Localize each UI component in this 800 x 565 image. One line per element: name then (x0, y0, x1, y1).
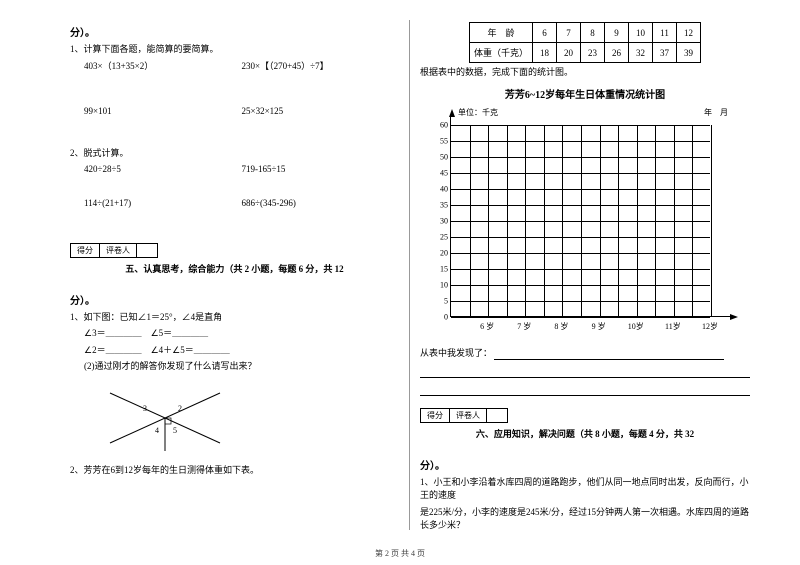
chart: 单位：千克 年 月 605550454035302520151050 6 岁7 … (420, 103, 750, 343)
q1a: 403×（13+35×2） (84, 60, 242, 74)
y-tick-label: 35 (420, 200, 448, 209)
grader-cell: 评卷人 (450, 409, 487, 422)
y-tick-label: 10 (420, 280, 448, 289)
y-tick-label: 55 (420, 136, 448, 145)
x-tick-label: 10岁 (628, 321, 644, 332)
table-cell: 23 (581, 43, 605, 63)
angle-b: ∠2＝＿＿＿＿ ∠4＋∠5＝＿＿＿＿ (84, 344, 399, 358)
table-cell: 12 (677, 23, 701, 43)
table-note: 根据表中的数据，完成下面的统计图。 (420, 66, 750, 80)
q2d: 686÷(345-296) (242, 197, 400, 211)
found-label: 从表中我发现了： (420, 347, 750, 361)
table-cell: 体重（千克） (469, 43, 532, 63)
x-arrow-icon (730, 314, 738, 320)
q1b: 230×【（270+45）÷7】 (242, 60, 400, 74)
table-cell: 9 (605, 23, 629, 43)
q-table: 2、芳芳在6到12岁每年的生日测得体重如下表。 (70, 464, 399, 478)
angle-diagram: 3 2 4 5 (100, 383, 230, 453)
q1c: 99×101 (84, 105, 242, 119)
q2c: 114÷(21+17) (84, 197, 242, 211)
angle-c: (2)通过刚才的解答你发现了什么请写出来？ (84, 360, 399, 374)
chart-grid (450, 117, 730, 317)
q2: 2、脱式计算。 (70, 147, 399, 161)
answer-line-1 (420, 364, 750, 378)
x-tick-label: 7 岁 (517, 321, 531, 332)
angle-label-4: 4 (155, 426, 159, 435)
chart-title: 芳芳6~12岁每年生日体重情况统计图 (420, 86, 750, 101)
wp1a: 1、小王和小李沿着水库四周的道路跑步，他们从同一地点同时出发，反向而行，小王的速… (420, 476, 750, 503)
section5-suffix: 分）。 (70, 292, 399, 307)
table-cell: 37 (653, 43, 677, 63)
y-tick-label: 30 (420, 216, 448, 225)
y-tick-label: 40 (420, 184, 448, 193)
score-blank (487, 409, 507, 422)
x-tick-label: 8 岁 (554, 321, 568, 332)
angle-a: ∠3＝＿＿＿＿ ∠5＝＿＿＿＿ (84, 327, 399, 341)
q2a: 420÷28÷5 (84, 163, 242, 177)
y-tick-label: 45 (420, 168, 448, 177)
q1: 1、计算下面各题，能简算的要简算。 (70, 43, 399, 57)
y-tick-label: 20 (420, 248, 448, 257)
x-tick-label: 9 岁 (592, 321, 606, 332)
table-cell: 26 (605, 43, 629, 63)
q2b: 719-165÷15 (242, 163, 400, 177)
weight-table: 年 龄6789101112 体重（千克）18202326323739 (469, 22, 701, 63)
table-cell: 10 (629, 23, 653, 43)
y-tick-label: 25 (420, 232, 448, 241)
page-footer: 第 2 页 共 4 页 (0, 548, 800, 559)
table-cell: 8 (581, 23, 605, 43)
table-cell: 6 (533, 23, 557, 43)
grader-cell: 评卷人 (100, 244, 137, 257)
angle-label-5: 5 (173, 426, 177, 435)
q2-row2: 114÷(21+17) 686÷(345-296) (84, 197, 399, 211)
q1d: 25×32×125 (242, 105, 400, 119)
answer-line-2 (420, 382, 750, 396)
score-box-5: 得分 评卷人 (70, 243, 158, 258)
y-tick-label: 5 (420, 296, 448, 305)
x-tick-label: 12岁 (702, 321, 718, 332)
angle-label-3: 3 (143, 404, 147, 413)
table-cell: 年 龄 (469, 23, 532, 43)
wp1b: 是225米/分，小李的速度是245米/分，经过15分钟两人第一次相遇。水库四周的… (420, 506, 750, 533)
table-cell: 39 (677, 43, 701, 63)
table-cell: 20 (557, 43, 581, 63)
section6-suffix: 分）。 (420, 457, 750, 472)
x-tick-label: 11岁 (665, 321, 681, 332)
q2-row1: 420÷28÷5 719-165÷15 (84, 163, 399, 177)
y-tick-label: 0 (420, 312, 448, 321)
table-cell: 18 (533, 43, 557, 63)
table-cell: 7 (557, 23, 581, 43)
y-tick-label: 60 (420, 120, 448, 129)
score-box-6: 得分 评卷人 (420, 408, 508, 423)
score-cell: 得分 (421, 409, 450, 422)
y-tick-label: 15 (420, 264, 448, 273)
score-suffix-left: 分）。 (70, 24, 399, 39)
angle-label-2: 2 (178, 404, 182, 413)
y-arrow-icon (449, 109, 455, 117)
score-cell: 得分 (71, 244, 100, 257)
angle-q: 1、如下图：已知∠1＝25°，∠4是直角 (70, 311, 399, 325)
q1-row2: 99×101 25×32×125 (84, 105, 399, 119)
section6-title: 六、应用知识，解决问题（共 8 小题，每题 4 分，共 32 (420, 428, 750, 442)
q1-row1: 403×（13+35×2） 230×【（270+45）÷7】 (84, 60, 399, 74)
section5-title: 五、认真思考，综合能力（共 2 小题，每题 6 分，共 12 (70, 263, 399, 277)
table-cell: 11 (653, 23, 677, 43)
y-tick-label: 50 (420, 152, 448, 161)
x-tick-label: 6 岁 (480, 321, 494, 332)
score-blank (137, 244, 157, 257)
table-cell: 32 (629, 43, 653, 63)
